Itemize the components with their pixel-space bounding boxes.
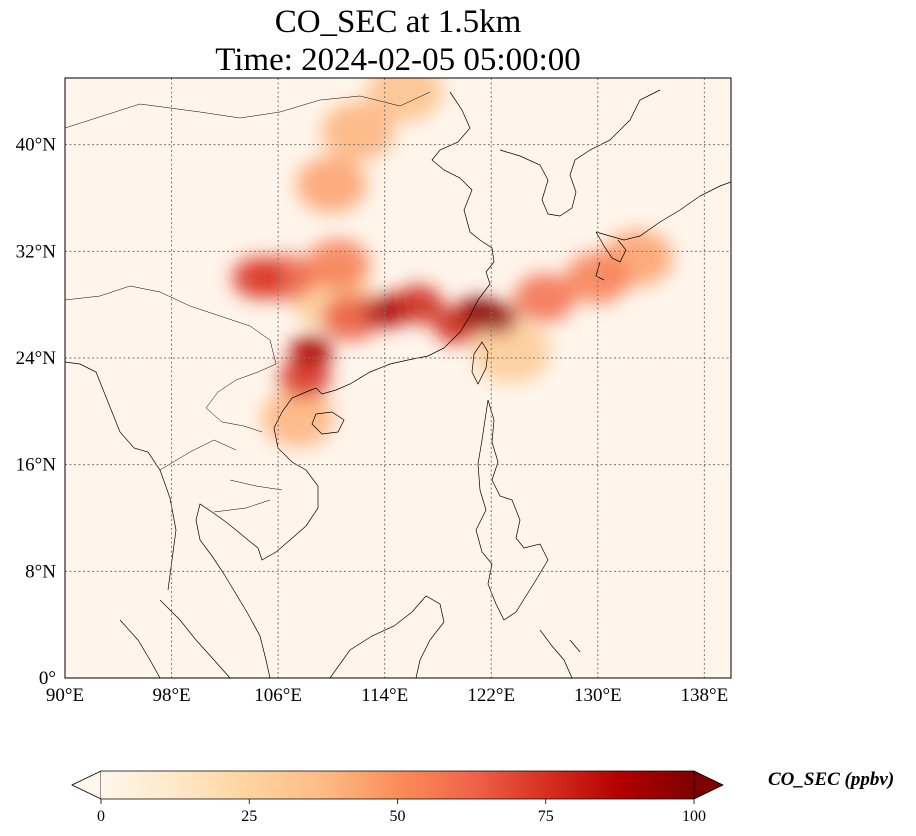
x-tick-label: 98°E [152,685,190,706]
y-tick-label: 16°N [16,455,57,476]
x-tick-labels: 90°E 98°E 106°E 114°E 122°E 130°E 138°E [46,685,728,706]
plume-cell [514,273,575,323]
colorbar-tick-label: 50 [390,808,406,825]
x-tick-label: 114°E [361,685,408,706]
plume-cell [363,294,407,329]
plume-cell [459,296,497,326]
x-tick-label: 130°E [574,685,622,706]
plume-cell [232,257,285,299]
map-background [65,78,731,678]
colorbar-tick-label: 0 [97,808,105,825]
country-borders [65,91,431,513]
plume-cell [306,239,370,291]
colorbar-min-extension [71,770,102,800]
x-tick-label: 138°E [681,685,729,706]
plume-cell [366,78,443,122]
colorbar-label: CO_SEC (ppbv) [768,769,895,790]
taiwan-coastline [471,341,489,385]
japan-coastline [595,181,731,281]
colorbar-body [101,771,694,799]
x-tick-label: 122°E [467,685,515,706]
co-sec-concentration-field [232,78,673,448]
y-tick-label: 8°N [25,561,56,582]
map-title: CO_SEC at 1.5km Time: 2024-02-05 05:00:0… [65,3,731,79]
x-tick-label: 90°E [46,685,84,706]
colorbar-tick-label: 100 [682,808,706,825]
y-tick-label: 24°N [16,348,57,369]
philippines-coastline [475,399,549,621]
colorbar-max-extension [693,770,724,800]
indochina-coastline [195,427,319,678]
y-tick-label: 32°N [16,241,57,262]
coastlines [65,89,731,678]
colorbar: 0 25 50 75 100 [71,770,724,825]
myanmar-coastline [65,361,177,591]
malay-coastline [119,599,231,678]
plume-cell [290,334,333,369]
china-coastline [273,91,495,429]
plume-cell [321,102,395,161]
plume-cell [393,285,443,325]
plume-cell [261,388,335,448]
title-line-1: CO_SEC at 1.5km [274,4,522,40]
colorbar-tick-label: 25 [241,808,257,825]
hainan-coastline [311,411,345,435]
colorbar-tick-label: 75 [538,808,554,825]
y-tick-label: 0° [39,668,56,689]
sulawesi-coastline [539,629,581,678]
x-tick-label: 106°E [254,685,302,706]
title-line-2: Time: 2024-02-05 05:00:00 [215,42,581,78]
map-frame [64,77,732,679]
korea-coastline [499,89,661,217]
y-tick-label: 40°N [16,135,57,156]
colorbar-ticks: 0 25 50 75 100 [97,799,706,825]
borneo-coastline [329,595,445,678]
y-tick-labels: 0° 8°N 16°N 24°N 32°N 40°N [16,135,57,689]
plume-cell [296,156,367,213]
